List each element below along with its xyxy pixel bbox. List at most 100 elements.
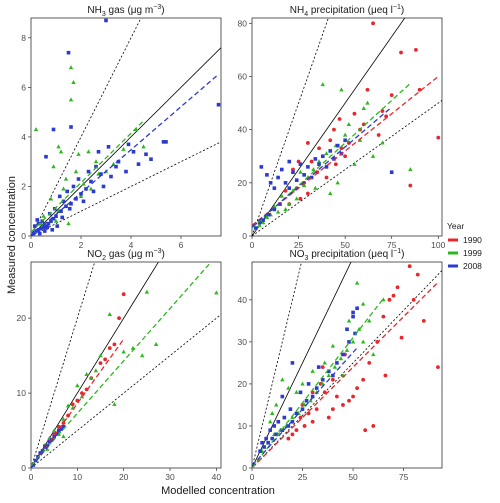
x-tick-label-no2-1: 10 xyxy=(73,472,83,482)
point-no3-1999-20 xyxy=(280,377,285,382)
point-nh4-1999-19 xyxy=(287,201,292,206)
point-nh4-1999-28 xyxy=(328,191,333,196)
x-axis-title: Modelled concentration xyxy=(161,485,275,497)
point-nh3-2008-39 xyxy=(55,224,60,228)
point-no3-1999-11 xyxy=(308,398,313,403)
y-tick-label-no3-4: 40 xyxy=(238,295,248,305)
point-no3-1999-5 xyxy=(344,347,350,352)
point-nh4-1990-10 xyxy=(328,138,333,143)
point-nh3-1999-15 xyxy=(88,186,94,191)
point-nh4-1990-8 xyxy=(339,146,344,151)
point-nh4-2008-15 xyxy=(317,162,321,167)
point-nh4-1999-9 xyxy=(342,132,348,137)
point-no3-1990-14 xyxy=(326,415,331,420)
x-tick-label-nh4-4: 100 xyxy=(431,240,445,250)
plot-area-no3 xyxy=(252,262,442,468)
point-nh3-2008-5 xyxy=(96,149,101,154)
point-no3-1990-20 xyxy=(302,424,307,428)
x-tick-label-no3-2: 50 xyxy=(348,472,358,482)
point-nh4-1999-12 xyxy=(316,159,322,164)
point-nh3-2008-21 xyxy=(59,209,63,214)
point-nh3-2008-20 xyxy=(64,204,68,209)
one-to-two-line-nh4 xyxy=(252,99,442,236)
point-nh3-2008-57 xyxy=(37,231,42,236)
point-no3-1999-34 xyxy=(346,318,352,323)
x-tick-label-nh4-2: 50 xyxy=(340,240,350,250)
point-nh4-2008-17 xyxy=(324,165,329,169)
point-no3-2008-10 xyxy=(310,394,315,399)
point-no3-2008-23 xyxy=(345,327,349,332)
point-nh3-1999-22 xyxy=(61,186,66,191)
x-tick-label-no2-3: 30 xyxy=(165,472,175,482)
point-nh4-1999-2 xyxy=(361,105,366,110)
point-no3-1990-21 xyxy=(298,415,303,420)
point-nh3-2008-11 xyxy=(164,140,168,144)
point-nh3-2008-3 xyxy=(44,154,48,159)
point-no3-1990-28 xyxy=(363,428,368,433)
point-nh4-2008-12 xyxy=(306,165,310,169)
point-no2-1999-14 xyxy=(214,290,219,295)
point-no3-2008-13 xyxy=(294,411,299,416)
point-no3-2008-9 xyxy=(314,386,319,390)
point-nh3-2008-6 xyxy=(106,145,111,149)
point-nh3-2008-9 xyxy=(161,140,166,144)
point-nh4-2008-2 xyxy=(268,181,273,185)
point-nh4-2008-8 xyxy=(291,170,295,174)
point-nh4-2008-0 xyxy=(259,165,264,169)
point-nh4-1990-32 xyxy=(332,127,336,132)
y-tick-label-no2-0: 0 xyxy=(21,463,26,473)
point-no3-1990-32 xyxy=(330,377,335,382)
point-no3-1990-22 xyxy=(294,428,299,433)
point-nh4-1999-23 xyxy=(272,204,277,209)
point-nh3-2008-25 xyxy=(46,221,51,226)
legend-label-1999: 1999 xyxy=(463,248,482,258)
point-no2-1999-22 xyxy=(93,368,99,373)
point-nh3-2008-47 xyxy=(86,169,91,174)
one-to-one-line-no2 xyxy=(31,262,159,468)
point-nh4-2008-7 xyxy=(287,186,292,190)
point-no2-2008-11 xyxy=(36,454,40,459)
point-no3-1990-11 xyxy=(341,403,345,407)
point-nh3-2008-56 xyxy=(35,218,40,222)
panel-nh3: NH3 gas (μg m−3) 0 2 4 6 0 2 4 6 8 xyxy=(21,4,222,250)
y-tick-label-nh3-0: 0 xyxy=(21,231,26,241)
point-nh4-1990-21 xyxy=(380,109,385,113)
point-no2-1999-7 xyxy=(65,403,71,408)
point-no2-1999-0 xyxy=(144,289,150,294)
point-nh4-1990-0 xyxy=(371,21,375,26)
point-nh4-1990-4 xyxy=(408,183,413,188)
point-no2-1990-0 xyxy=(121,292,126,297)
point-no3-2008-19 xyxy=(266,440,270,445)
point-no3-2008-20 xyxy=(262,445,266,449)
point-nh3-1999-1 xyxy=(56,144,61,149)
point-no3-2008-18 xyxy=(270,436,275,441)
point-nh4-1999-22 xyxy=(275,209,281,214)
point-nh4-1990-11 xyxy=(324,175,329,180)
point-no3-1990-15 xyxy=(322,390,327,395)
point-nh4-2008-6 xyxy=(283,181,288,185)
point-nh3-2008-18 xyxy=(74,197,78,201)
plot-area-no2 xyxy=(31,262,221,468)
point-nh3-2008-40 xyxy=(57,194,62,199)
panel-no2: NO2 gas (μg m−3) 0 10 20 30 40 0 10 20 xyxy=(17,248,222,482)
point-nh4-2008-9 xyxy=(294,178,299,182)
point-nh3-1999-12 xyxy=(93,159,99,164)
point-nh4-1999-11 xyxy=(324,151,329,156)
point-no3-1990-23 xyxy=(290,432,295,437)
plot-area-nh4 xyxy=(252,18,442,236)
y-tick-label-nh3-3: 6 xyxy=(21,82,26,92)
point-no3-1990-6 xyxy=(367,360,372,365)
point-no2-1990-3 xyxy=(98,361,103,366)
point-no3-1990-33 xyxy=(391,293,396,298)
plot-area-nh3 xyxy=(31,18,221,236)
y-tick-label-nh4-2: 40 xyxy=(238,125,248,135)
point-no3-2008-35 xyxy=(351,310,355,315)
point-no3-1990-3 xyxy=(387,297,392,302)
x-tick-label-nh4-3: 75 xyxy=(387,240,397,250)
point-no3-2008-17 xyxy=(274,432,279,437)
point-nh3-2008-7 xyxy=(126,142,131,147)
y-tick-label-nh3-1: 2 xyxy=(21,181,26,191)
point-nh3-2008-55 xyxy=(149,157,153,162)
point-no2-1999-21 xyxy=(79,394,85,399)
